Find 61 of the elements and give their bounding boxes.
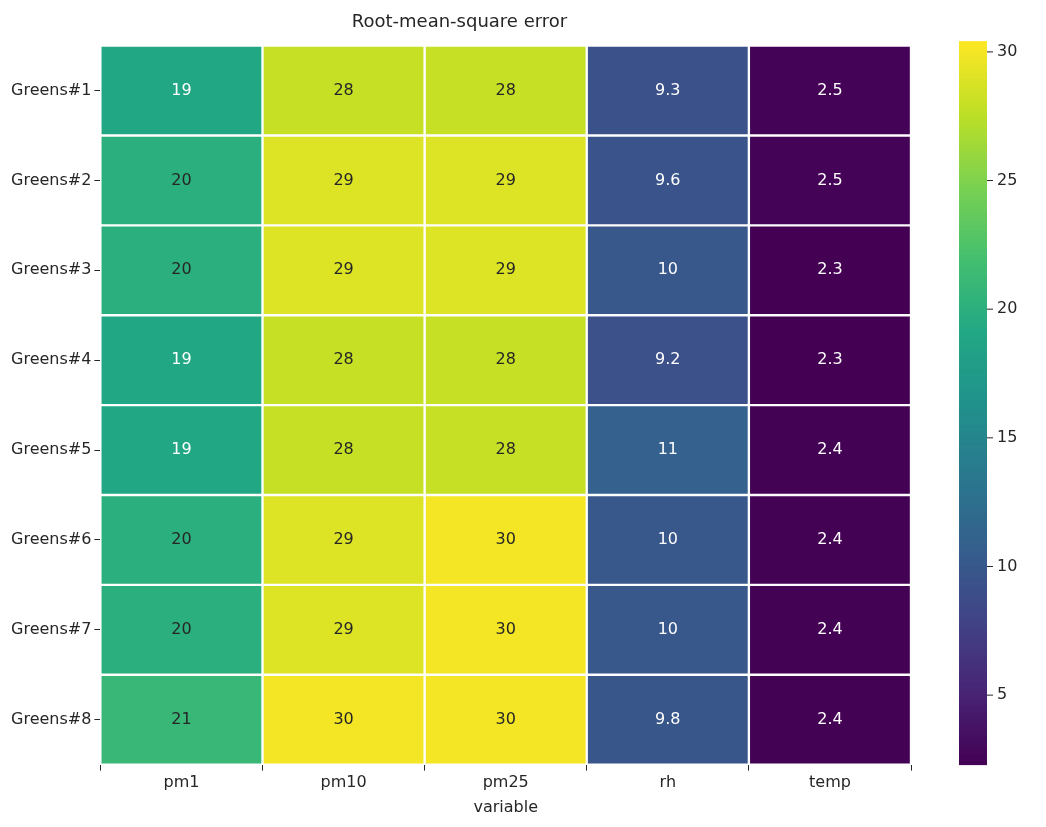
data-label: 28 [333,349,354,369]
data-label: 9.6 [655,169,681,189]
data-label: 28 [495,79,516,99]
data-label: 20 [171,529,192,549]
data-label: 29 [333,529,354,549]
data-label: 2.3 [817,259,843,279]
color-bar-label: 15 [997,426,1018,446]
data-label: 20 [171,259,192,279]
data-label: 28 [333,79,354,99]
data-label: 20 [171,618,192,638]
data-label: 28 [495,349,516,369]
data-label: 29 [333,169,354,189]
y-tick-label: Greens#8 [11,708,92,728]
color-bar-label: 5 [997,684,1008,704]
data-label: 29 [495,169,516,189]
color-bar-label: 10 [997,555,1018,575]
data-label: 19 [171,439,192,459]
color-bar-label: 30 [997,41,1018,61]
data-label: 28 [333,439,354,459]
chart-title: Root-mean-square error [351,10,568,32]
color-bar-label: 25 [997,169,1018,189]
x-tick-label: pm10 [320,772,367,792]
data-label: 28 [495,439,516,459]
data-label: 2.4 [817,708,843,728]
data-label: 10 [657,529,678,549]
data-label: 2.3 [817,349,843,369]
data-label: 30 [495,708,516,728]
x-tick-label: pm1 [163,772,200,792]
x-tick-label: pm25 [482,772,529,792]
data-label: 21 [171,708,192,728]
data-label: 30 [495,529,516,549]
y-tick-label: Greens#5 [11,439,92,459]
data-label: 2.5 [817,79,843,99]
y-tick-label: Greens#3 [11,259,92,279]
data-label: 20 [171,169,192,189]
x-axis-title: variable [473,796,538,816]
data-label: 19 [171,349,192,369]
y-tick-label: Greens#2 [11,169,92,189]
data-label: 2.4 [817,618,843,638]
y-tick-label: Greens#4 [11,349,92,369]
y-tick-label: Greens#7 [11,618,92,638]
data-label: 10 [657,259,678,279]
data-label: 29 [333,618,354,638]
x-tick-label: temp [809,772,851,792]
data-label: 2.5 [817,169,843,189]
data-label: 9.3 [655,79,681,99]
data-label: 9.2 [655,349,681,369]
data-label: 30 [333,708,354,728]
data-label: 29 [495,259,516,279]
y-tick-label: Greens#6 [11,529,92,549]
y-tick-label: Greens#1 [11,79,92,99]
data-label: 29 [333,259,354,279]
color-bar-label: 20 [997,298,1018,318]
x-tick-label: rh [659,772,677,792]
data-label: 30 [495,618,516,638]
data-label: 10 [657,618,678,638]
data-label: 2.4 [817,529,843,549]
data-label: 11 [657,439,678,459]
data-label: 19 [171,79,192,99]
data-label: 9.8 [655,708,681,728]
data-label: 2.4 [817,439,843,459]
